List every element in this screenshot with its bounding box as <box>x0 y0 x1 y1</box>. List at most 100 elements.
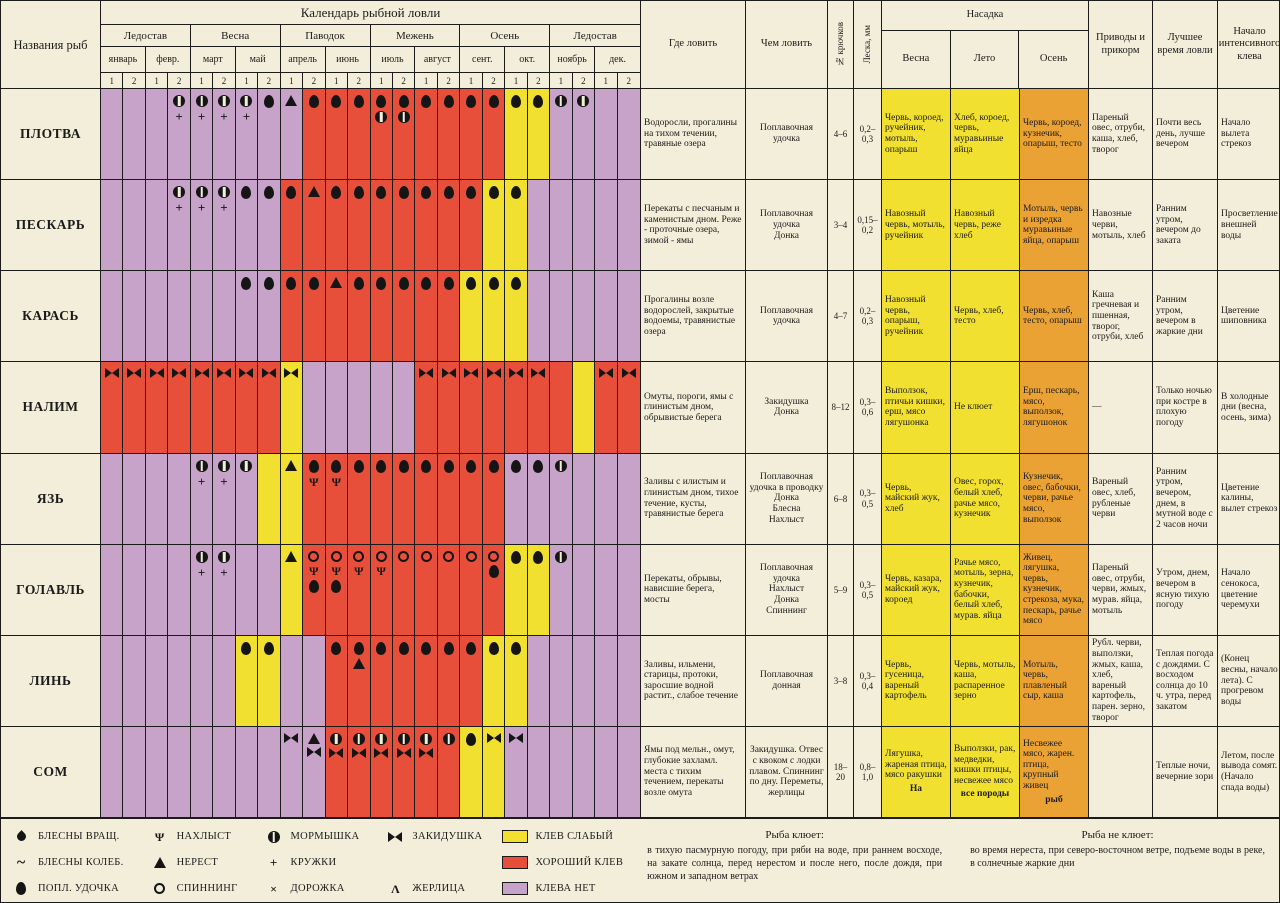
calendar-cell <box>437 453 461 544</box>
legend-icon: ~ <box>11 855 31 870</box>
float-rod-icon <box>510 95 521 108</box>
legend-label: КЛЕВА НЕТ <box>535 883 596 894</box>
no-bite-title: Рыба не клюет: <box>1081 829 1154 841</box>
calendar-cell <box>370 180 393 271</box>
calendar-cell <box>168 271 191 362</box>
calendar-cell <box>437 180 461 271</box>
calendar-cell <box>303 271 326 362</box>
spinning-icon <box>465 550 477 562</box>
kruzhki-icon: + <box>220 109 228 124</box>
calendar-cell <box>280 89 304 180</box>
float-rod-icon <box>488 186 499 200</box>
float-rod-icon <box>331 186 342 200</box>
float-rod-icon <box>510 459 521 473</box>
info-hooks: 3–8 <box>828 635 854 726</box>
float-rod-icon <box>263 277 274 291</box>
legend-label: КЛЕВ СЛАБЫЙ <box>535 831 614 842</box>
info-bait-spring: Навозный червь, мотыль, ручейник <box>882 180 951 271</box>
info-bait-summer: Не клюет <box>951 362 1020 453</box>
fly-fishing-icon: Ψ <box>331 563 341 578</box>
info-line: 0,3–0,5 <box>854 453 882 544</box>
info-hooks: 18–20 <box>828 726 854 817</box>
spinning-icon <box>488 550 500 562</box>
calendar-cell: + <box>168 180 191 271</box>
calendar-cell <box>190 726 214 817</box>
calendar-cell: + <box>213 453 236 544</box>
info-line-text: 0,8–1,0 <box>859 761 876 782</box>
half-month-label: 1 <box>460 73 483 89</box>
spawning-icon <box>153 857 166 868</box>
calendar-cell <box>145 362 169 453</box>
half-month-label: 2 <box>626 76 632 86</box>
calendar-cell <box>415 544 438 635</box>
fly-fishing-icon: Ψ <box>376 563 386 578</box>
calendar-row: ГОЛАВЛЬ + + Ψ Ψ Ψ Ψ <box>1 544 640 636</box>
calendar-cell <box>145 453 169 544</box>
legend-item: ПОПЛ. УДОЧКА <box>11 879 124 898</box>
float-rod-icon <box>398 186 409 200</box>
calendar-cell <box>460 362 483 453</box>
season-label: Весна <box>190 25 281 47</box>
info-where: Омуты, пороги, ямы с глинистым дном, обр… <box>641 362 746 453</box>
mormyshka-icon <box>195 459 208 472</box>
spawning-icon <box>330 277 343 289</box>
legend-item: ~ БЛЕСНЫ КОЛЕБ. <box>11 853 124 872</box>
mormyshka-icon <box>218 186 231 199</box>
info-start: Летом, после вывода сомят. (Начало спада… <box>1218 727 1279 817</box>
half-month-label: 2 <box>528 73 551 89</box>
info-start-text: Цветение шиповника <box>1221 305 1267 327</box>
half-month-label: 1 <box>595 73 618 89</box>
half-month-label: 2 <box>213 73 236 89</box>
calendar-cell <box>145 726 169 817</box>
fly-fishing-icon: Ψ <box>309 563 319 578</box>
info-feed <box>1089 726 1153 817</box>
calendar-cell <box>527 635 551 726</box>
calendar-cell <box>572 362 596 453</box>
legend-label: СПИННИНГ <box>176 883 238 894</box>
calendar-cell <box>460 726 483 817</box>
calendar-cell <box>595 362 618 453</box>
info-start-text: Начало сенокоса, цветение черемухи <box>1221 568 1260 611</box>
month-label: март <box>190 47 236 73</box>
calendar-cell: + <box>190 89 214 180</box>
float-rod-icon <box>398 277 409 291</box>
info-feed-text: Рубл. черви, выползки, жмых, каша, хлеб,… <box>1092 638 1146 723</box>
calendar-cell <box>325 635 349 726</box>
calendar-cell <box>258 180 281 271</box>
bait-season-header: Лето <box>951 31 1020 88</box>
calendar-cell <box>145 271 169 362</box>
info-best-time: Почти весь день, лучше вечером <box>1153 89 1218 180</box>
calendar-cell <box>550 271 573 362</box>
mormyshka-icon <box>218 550 231 563</box>
info-feed: Навозные черви, мотыль, хлеб <box>1089 180 1153 271</box>
calendar-cell <box>280 362 304 453</box>
info-where-text: Ямы под мельн., омут, глубокие захламл. … <box>644 745 735 798</box>
spinning-icon <box>330 550 342 562</box>
zakidushka-icon <box>508 732 523 743</box>
half-month-label: 1 <box>371 73 393 89</box>
mormyshka-icon <box>195 550 208 563</box>
calendar-cell <box>550 544 573 635</box>
info-bait-spring: Навозный червь, опарыш, ручейник <box>882 271 951 362</box>
info-best-time: Теплая погода с дождями. С восходом солн… <box>1153 635 1218 726</box>
float-rod-icon <box>241 186 252 200</box>
season-label: Ледостав <box>101 25 191 47</box>
legend-group: МОРМЫШКА + КРУЖКИ × ДОРОЖКА <box>264 827 360 898</box>
info-bait-spring-text: Червь, короед, ручейник, мотыль, опарыш <box>885 112 944 155</box>
month-label: июль <box>370 47 416 73</box>
float-rod-icon <box>263 95 274 108</box>
info-best-time-text: Ранним утром, вечером до заката <box>1156 203 1201 246</box>
calendar-cell <box>235 635 259 726</box>
kruzhki-icon: + <box>175 200 183 216</box>
mormyshka-icon <box>352 732 365 745</box>
info-bait-summer-text: Навозный червь, реже хлеб <box>954 209 1001 241</box>
float-rod-icon <box>353 641 364 655</box>
calendar-cell: Ψ <box>325 544 349 635</box>
info-where: Ямы под мельн., омут, глубокие захламл. … <box>641 726 746 817</box>
half-month-label: 1 <box>326 73 349 89</box>
float-rod-icon <box>331 579 342 593</box>
float-rod-icon <box>466 732 477 746</box>
info-start-text: Просветление внешней воды <box>1221 209 1278 241</box>
legend-item: БЛЕСНЫ ВРАЩ. <box>11 827 124 846</box>
calendar-cell <box>258 635 281 726</box>
